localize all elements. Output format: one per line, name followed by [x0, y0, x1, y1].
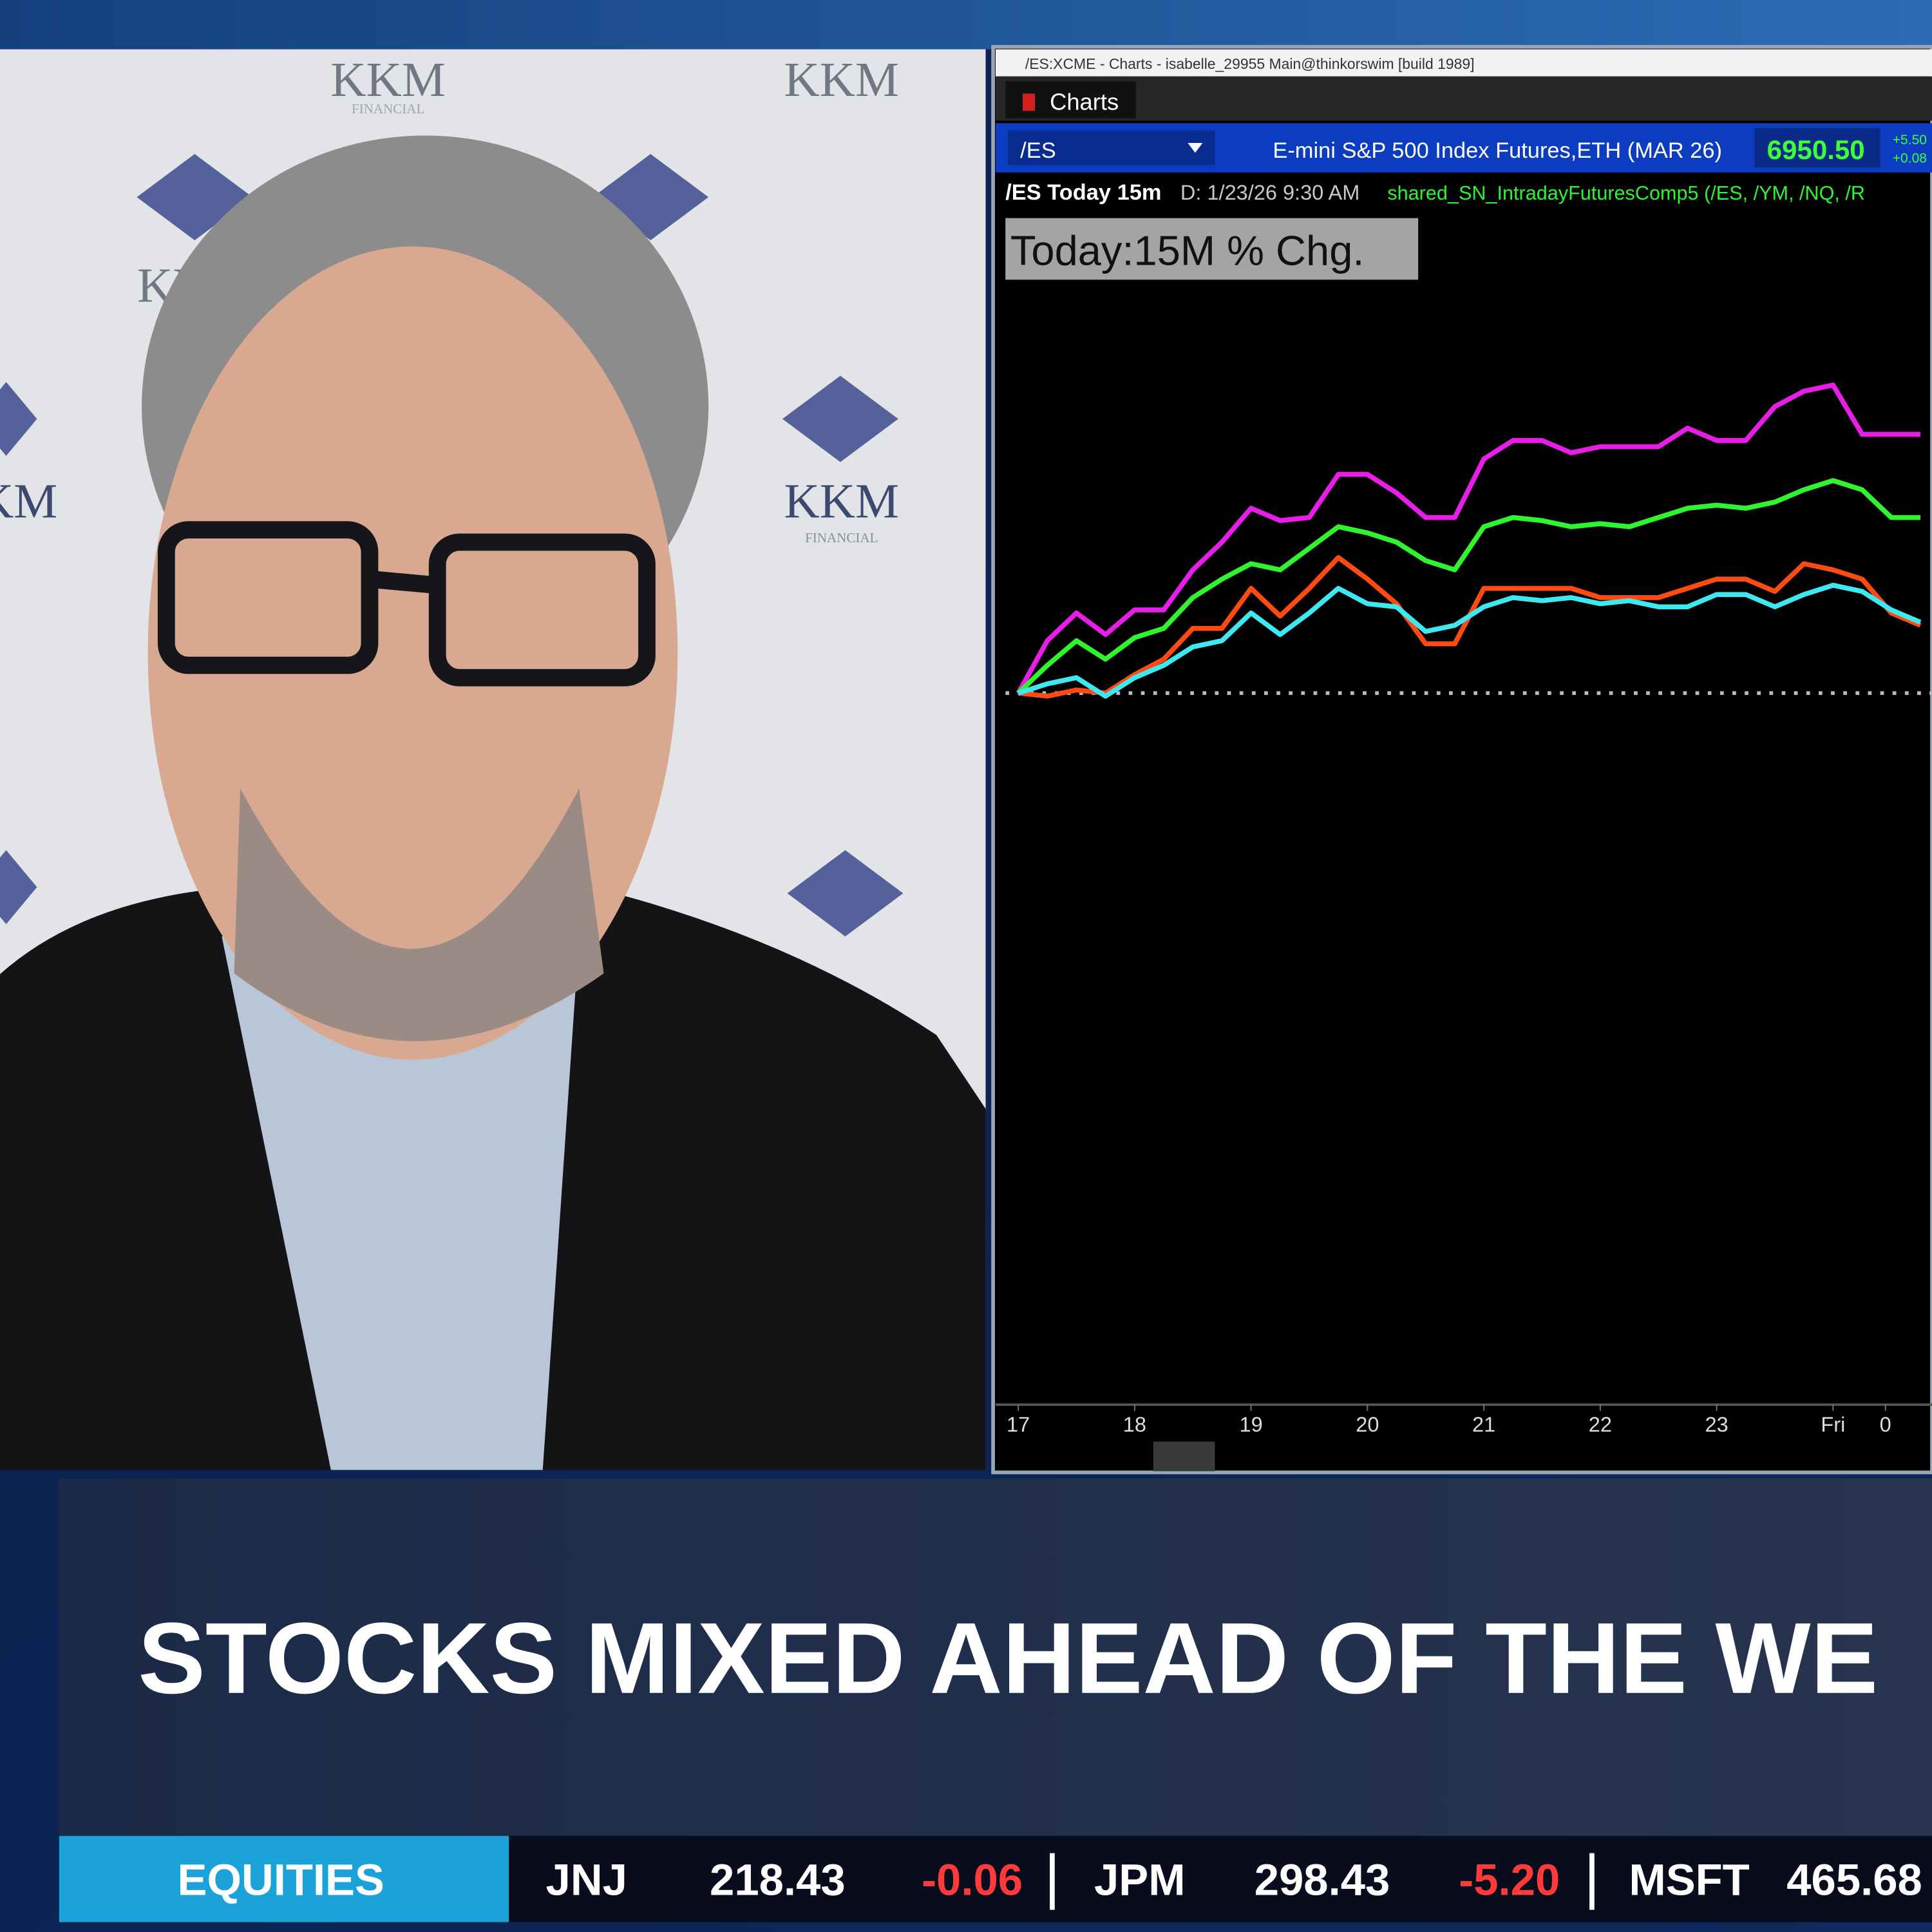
tab-label[interactable]: Charts: [1050, 88, 1119, 115]
symbol[interactable]: /ES: [1020, 138, 1056, 163]
series-line: [1017, 582, 1922, 699]
ticker-divider: [1050, 1853, 1055, 1910]
price-box: [1754, 128, 1880, 168]
logo-tagline: FINANCIAL: [352, 101, 424, 117]
price-change-percent: +0.08: [1893, 151, 1927, 166]
ticker-change: -0.06: [922, 1855, 1023, 1905]
x-tick-label: Fri: [1821, 1413, 1845, 1436]
series-line: [1016, 383, 1920, 695]
person: [0, 135, 986, 1470]
dropdown-arrow[interactable]: [1188, 142, 1203, 153]
x-tick-label: 20: [1356, 1413, 1379, 1436]
video-feed: KKM KKM KKM KKM KKM FINANCIAL FINANCIAL: [0, 49, 986, 1470]
title-bar: [995, 49, 1932, 77]
window-frame: [991, 44, 1932, 1475]
logo-text: KKM: [330, 52, 446, 107]
chart-title: Today:15M % Chg.: [1010, 227, 1365, 274]
study-date: D: 1/23/26 9:30 AM: [1180, 181, 1359, 204]
x-tick-label: 17: [1007, 1413, 1030, 1436]
ticker-divider: [1589, 1853, 1595, 1910]
window-title: /ES:XCME - Charts - isabelle_29955 Main@…: [1025, 55, 1475, 72]
logo-text: KKM: [0, 474, 57, 529]
x-tick-label: 22: [1589, 1413, 1612, 1436]
x-tick-label: 0: [1880, 1413, 1891, 1436]
headline-panel: [59, 1478, 1932, 1836]
x-tick-label: 23: [1705, 1413, 1728, 1436]
tab-icon: [1023, 93, 1036, 111]
ticker-label: EQUITIES: [178, 1855, 384, 1905]
top-band: [0, 0, 1932, 50]
symbol-input[interactable]: [1008, 130, 1215, 166]
x-tick-label: 21: [1472, 1413, 1495, 1436]
x-tick-label: 19: [1240, 1413, 1263, 1436]
logo-text: KKM: [784, 52, 899, 107]
ticker-symbol: JNJ: [546, 1855, 627, 1905]
chart-title-box: [1005, 218, 1419, 280]
price: 6950.50: [1767, 135, 1865, 165]
x-axis: 17 18 19 20 21 22 23 Fri 0: [1007, 1405, 1891, 1436]
ticker-label-box: [59, 1835, 509, 1922]
series-line: [1016, 478, 1920, 695]
shirt: [222, 936, 580, 1470]
ticker-price: 298.43: [1255, 1855, 1390, 1905]
logo-tagline: FINANCIAL: [805, 530, 878, 545]
x-tick-label: 18: [1123, 1413, 1146, 1436]
ticker-price: 218.43: [710, 1855, 846, 1905]
tab-bar: [995, 76, 1932, 121]
comparison-label: shared_SN_IntradayFuturesComp5 (/ES, /YM…: [1387, 182, 1865, 204]
glasses: [157, 521, 656, 687]
headline: STOCKS MIXED AHEAD OF THE WE: [138, 1602, 1878, 1715]
ticker-change: -5.20: [1459, 1855, 1560, 1905]
ticker: EQUITIES JNJ 218.43 -0.06 JPM 298.43 -5.…: [178, 1853, 1922, 1910]
instrument-description: E-mini S&P 500 Index Futures,ETH (MAR 26…: [1273, 138, 1722, 163]
study-label: /ES Today 15m: [1005, 180, 1161, 205]
ticker-symbol: MSFT: [1629, 1855, 1749, 1905]
ticker-price: 465.68: [1786, 1855, 1922, 1905]
trading-window: /ES:XCME - Charts - isabelle_29955 Main@…: [991, 44, 1932, 1475]
plot-area: [1005, 383, 1932, 699]
logo-text: KKM: [784, 474, 899, 529]
beard: [234, 788, 604, 1041]
scroll-handle[interactable]: [1153, 1441, 1215, 1472]
price-change: +5.50: [1893, 133, 1927, 147]
ticker-symbol: JPM: [1094, 1855, 1186, 1905]
